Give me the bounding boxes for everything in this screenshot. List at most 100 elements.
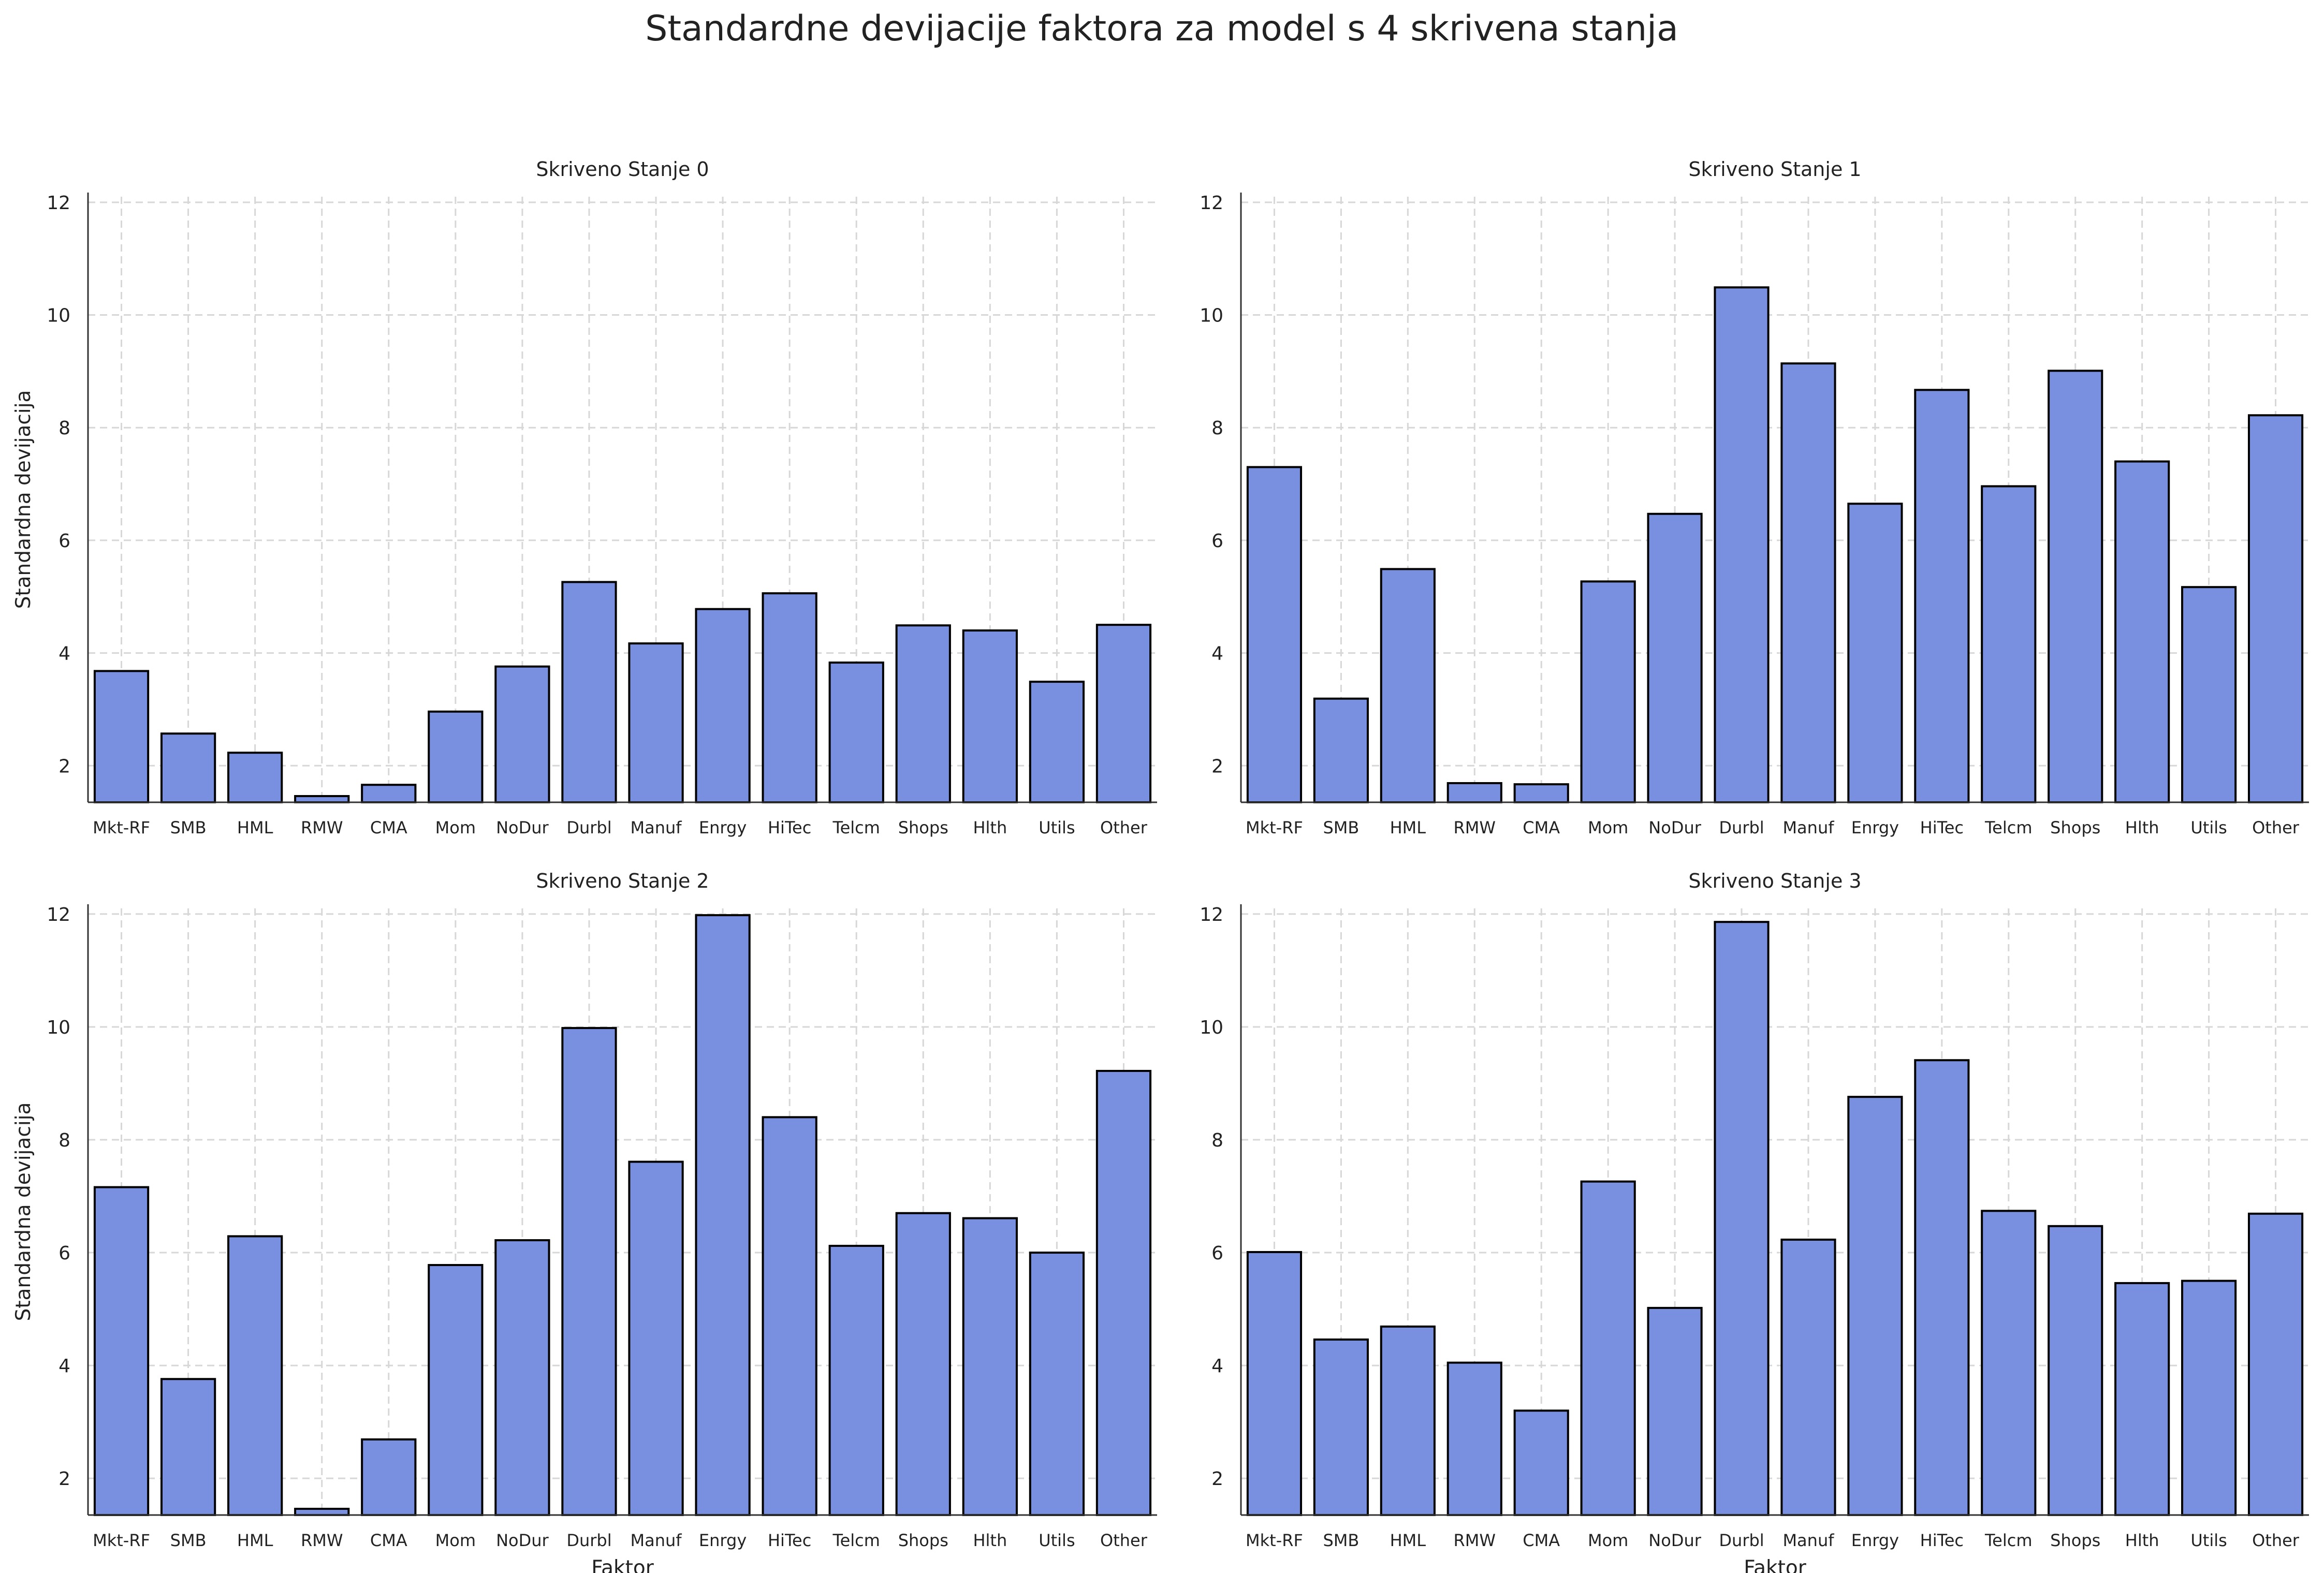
bar-SMB	[1313, 1338, 1369, 1517]
bar-Mom	[1580, 580, 1636, 803]
y-tick-label: 2	[1211, 756, 1223, 777]
bar-Other	[2247, 414, 2304, 803]
x-tick-label: CMA	[1523, 1531, 1560, 1550]
x-tick-label: Mkt-RF	[93, 1531, 150, 1550]
x-tick-label: HiTec	[768, 1531, 811, 1550]
bar-SMB	[1313, 697, 1369, 803]
x-tick-label: NoDur	[496, 818, 549, 837]
y-tick-label: 6	[59, 1243, 70, 1264]
bar-Hlth	[2114, 460, 2170, 803]
x-axis-label: Faktor	[1744, 1556, 1806, 1573]
bar-NoDur	[494, 665, 550, 803]
bar-CMA	[361, 784, 417, 804]
x-tick-label: Mkt-RF	[1246, 818, 1303, 837]
bar-Utils	[2181, 586, 2237, 803]
x-tick-label: Telcm	[832, 818, 880, 837]
x-tick-label: SMB	[170, 1531, 207, 1550]
x-tick-label: Telcm	[832, 1531, 880, 1550]
x-tick-label: RMW	[1454, 1531, 1496, 1550]
bar-Telcm	[828, 661, 884, 804]
bar-Durbl	[561, 581, 617, 804]
bar-Manuf	[628, 1160, 684, 1516]
x-tick-label: Other	[1100, 1531, 1148, 1550]
bar-HiTec	[1914, 389, 1970, 803]
bar-HiTec	[1914, 1059, 1970, 1516]
bar-HML	[1380, 568, 1436, 803]
bar-Shops	[895, 624, 951, 804]
bar-HiTec	[762, 592, 817, 804]
y-axis-label: Standardna devijacija	[12, 390, 35, 609]
x-tick-label: HML	[237, 818, 273, 837]
y-tick-label: 10	[47, 1017, 70, 1038]
bar-Mkt-RF	[93, 1186, 150, 1517]
x-tick-label: Enrgy	[699, 818, 747, 837]
bar-Manuf	[1780, 1238, 1836, 1517]
bar-Mkt-RF	[93, 670, 150, 803]
y-tick-label: 12	[1200, 904, 1223, 925]
bar-Other	[1095, 624, 1152, 804]
x-tick-label: Mom	[435, 1531, 476, 1550]
bar-Enrgy	[1847, 503, 1903, 803]
bar-Mom	[428, 1264, 484, 1516]
x-tick-label: Other	[1100, 818, 1148, 837]
x-tick-label: Other	[2252, 818, 2300, 837]
bar-Utils	[1029, 681, 1085, 803]
bar-Hlth	[962, 1217, 1018, 1516]
bar-RMW	[294, 1508, 350, 1516]
bar-Enrgy	[695, 914, 751, 1516]
subplot-3: 2 4 6 8 10 12 Mkt-RF SMB HML RMW CMA Mom NoDur Durbl M…	[1200, 870, 2309, 1573]
x-tick-label: Shops	[898, 818, 948, 837]
x-tick-label: Utils	[2190, 1531, 2227, 1550]
subplot-title: Skriveno Stanje 2	[536, 870, 709, 892]
y-tick-label: 8	[59, 418, 70, 439]
y-tick-label: 4	[59, 643, 70, 665]
y-tick-label: 8	[1211, 418, 1223, 439]
x-tick-label: Utils	[2190, 818, 2227, 837]
bar-Durbl	[1714, 286, 1770, 803]
x-tick-label: RMW	[301, 1531, 343, 1550]
bar-NoDur	[494, 1239, 550, 1516]
y-tick-label: 4	[59, 1356, 70, 1377]
x-tick-label: Mom	[1588, 1531, 1628, 1550]
subplot-title: Skriveno Stanje 0	[536, 158, 709, 181]
bar-Enrgy	[695, 608, 751, 803]
x-tick-label: Hlth	[2125, 818, 2159, 837]
x-tick-label: Mom	[1588, 818, 1628, 837]
x-tick-label: HML	[237, 1531, 273, 1550]
x-tick-label: Shops	[2050, 1531, 2100, 1550]
x-tick-label: Manuf	[631, 818, 682, 837]
x-tick-label: Hlth	[973, 818, 1007, 837]
x-tick-label: HiTec	[1920, 1531, 1964, 1550]
subplot-1: 2 4 6 8 10 12 Mkt-RF SMB HML RMW CMA Mom NoDur Durbl M…	[1200, 158, 2309, 837]
x-tick-label: NoDur	[1648, 1531, 1701, 1550]
bar-Telcm	[1981, 485, 2037, 803]
y-tick-label: 10	[1200, 1017, 1223, 1038]
x-tick-label: Shops	[898, 1531, 948, 1550]
x-tick-label: SMB	[1323, 818, 1359, 837]
bar-Other	[2247, 1212, 2304, 1517]
y-tick-label: 12	[47, 193, 70, 214]
bar-RMW	[294, 795, 350, 804]
y-tick-label: 2	[59, 1468, 70, 1490]
subplot-title: Skriveno Stanje 1	[1688, 158, 1861, 181]
bar-Shops	[895, 1212, 951, 1516]
y-tick-label: 6	[1211, 1243, 1223, 1264]
bar-Shops	[2048, 1225, 2103, 1517]
x-tick-label: SMB	[170, 818, 207, 837]
x-tick-label: NoDur	[1648, 818, 1701, 837]
x-axis-label: Faktor	[591, 1556, 654, 1573]
y-tick-label: 4	[1211, 1356, 1223, 1377]
x-tick-label: RMW	[1454, 818, 1496, 837]
y-tick-label: 12	[1200, 193, 1223, 214]
y-tick-label: 8	[59, 1130, 70, 1151]
x-tick-label: Hlth	[2125, 1531, 2159, 1550]
bar-Mkt-RF	[1246, 466, 1303, 803]
x-tick-label: CMA	[370, 818, 407, 837]
bar-NoDur	[1647, 1306, 1703, 1517]
y-tick-label: 2	[59, 756, 70, 777]
x-tick-label: RMW	[301, 818, 343, 837]
x-tick-label: SMB	[1323, 1531, 1359, 1550]
bar-RMW	[1446, 782, 1502, 804]
bar-CMA	[361, 1438, 417, 1517]
